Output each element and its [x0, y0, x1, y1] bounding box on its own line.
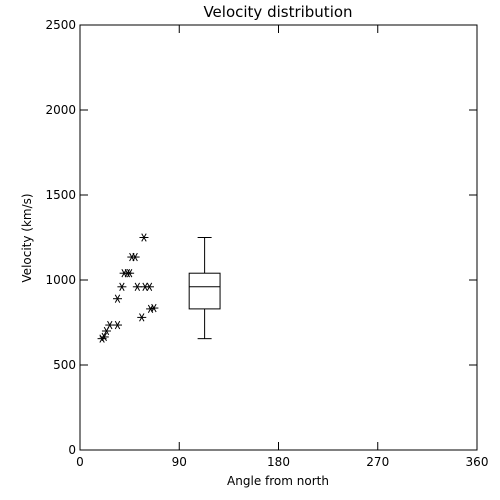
data-point — [99, 332, 109, 342]
data-point — [130, 252, 140, 262]
y-tick-label: 2500 — [45, 18, 76, 32]
y-tick-label: 1500 — [45, 188, 76, 202]
y-tick-label: 0 — [68, 443, 76, 457]
x-tick-label: 360 — [466, 455, 489, 469]
data-point — [139, 233, 149, 242]
x-axis: 0 90 180 270 360 — [76, 25, 488, 469]
x-tick-label: 180 — [267, 455, 290, 469]
y-tick-label: 1000 — [45, 273, 76, 287]
data-point — [105, 320, 115, 330]
data-point — [137, 313, 147, 322]
boxplot-box — [188, 272, 221, 310]
data-point — [112, 320, 122, 330]
y-tick-label: 2000 — [45, 103, 76, 117]
scatter-points — [97, 233, 159, 343]
y-axis: 0 500 1000 1500 2000 2500 — [45, 18, 477, 457]
x-tick-label: 270 — [366, 455, 389, 469]
data-point — [132, 282, 142, 291]
chart-title: Velocity distribution — [203, 3, 352, 21]
data-point — [117, 282, 127, 291]
data-point — [125, 269, 135, 278]
velocity-boxplot — [188, 237, 221, 340]
x-axis-title: Angle from north — [227, 474, 329, 488]
y-tick-label: 500 — [53, 358, 76, 372]
x-tick-label: 0 — [76, 455, 84, 469]
x-tick-label: 90 — [172, 455, 187, 469]
data-point — [144, 282, 154, 291]
data-point — [112, 294, 122, 303]
data-point — [149, 303, 159, 313]
y-axis-title: Velocity (km/s) — [20, 193, 34, 282]
